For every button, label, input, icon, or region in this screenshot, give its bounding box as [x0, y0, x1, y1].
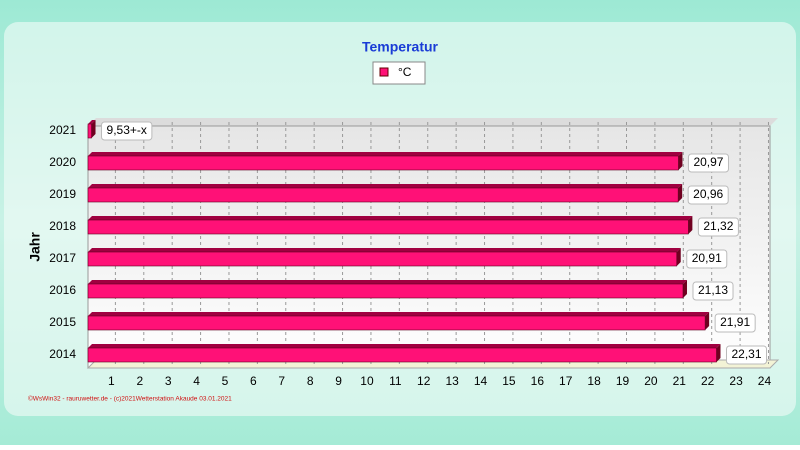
- value-label: 9,53+-x: [107, 123, 147, 137]
- y-tick-label: 2020: [49, 155, 76, 169]
- value-label: 21,13: [698, 283, 728, 297]
- value-label: 21,32: [703, 219, 733, 233]
- x-tick-label: 15: [502, 374, 516, 388]
- bar-depth: [88, 312, 710, 316]
- value-label-box: [686, 249, 728, 269]
- bar: [87, 155, 679, 171]
- x-tick-label: 9: [335, 374, 342, 388]
- x-tick-label: 10: [360, 374, 374, 388]
- value-label-box: [697, 217, 739, 237]
- y-tick-label: 2021: [49, 123, 76, 137]
- x-tick-label: 18: [587, 374, 601, 388]
- y-tick-label: 2019: [49, 187, 76, 201]
- x-tick-label: 11: [389, 374, 402, 388]
- bar-depth: [716, 344, 721, 362]
- bar-depth: [676, 248, 681, 266]
- bar-depth: [88, 184, 683, 188]
- x-tick-label: 6: [250, 374, 257, 388]
- bar: [87, 187, 679, 203]
- x-tick-label: 17: [559, 374, 573, 388]
- value-label-box: [101, 121, 153, 141]
- value-label: 22,31: [731, 347, 761, 361]
- bar-depth: [678, 184, 683, 202]
- legend-swatch: [379, 67, 389, 77]
- bar-depth: [88, 216, 693, 220]
- x-tick-label: 24: [758, 374, 772, 388]
- y-tick-label: 2018: [49, 219, 76, 233]
- bar-depth: [88, 120, 96, 124]
- bar: [87, 123, 92, 139]
- x-tick-label: 2: [136, 374, 143, 388]
- x-tick-label: 5: [222, 374, 229, 388]
- y-tick-label: 2016: [49, 283, 76, 297]
- y-tick-label: 2014: [49, 347, 76, 361]
- bar-depth: [88, 152, 683, 156]
- value-label: 20,96: [693, 187, 723, 201]
- value-label-box: [714, 313, 756, 333]
- x-tick-label: 21: [673, 374, 687, 388]
- bar: [87, 251, 678, 267]
- x-tick-label: 13: [445, 374, 459, 388]
- x-tick-label: 8: [307, 374, 314, 388]
- x-tick-label: 19: [616, 374, 630, 388]
- plot-top: [88, 118, 778, 126]
- bar-depth: [688, 216, 693, 234]
- value-label-box: [687, 185, 729, 205]
- bar-depth: [88, 248, 681, 252]
- x-tick-label: 7: [278, 374, 285, 388]
- value-label-box: [687, 153, 729, 173]
- bar: [87, 347, 717, 363]
- bar-depth: [705, 312, 710, 330]
- bar-depth: [88, 344, 721, 348]
- y-axis-label: Jahr: [27, 232, 43, 262]
- value-label: 20,97: [693, 155, 723, 169]
- x-tick-label: 23: [729, 374, 743, 388]
- x-tick-label: 4: [193, 374, 200, 388]
- legend-label: °C: [398, 65, 412, 79]
- x-tick-label: 20: [644, 374, 658, 388]
- x-tick-label: 14: [474, 374, 488, 388]
- y-tick-label: 2017: [49, 251, 76, 265]
- bar-depth: [91, 120, 96, 138]
- value-label-box: [692, 281, 734, 301]
- bar: [87, 315, 706, 331]
- x-tick-label: 12: [417, 374, 431, 388]
- value-label: 20,91: [692, 251, 722, 265]
- bar-depth: [88, 280, 687, 284]
- value-label: 21,91: [720, 315, 750, 329]
- bar: [87, 283, 684, 299]
- x-tick-label: 16: [531, 374, 545, 388]
- bar: [87, 219, 689, 235]
- x-tick-label: 1: [108, 374, 115, 388]
- bar-depth: [682, 280, 687, 298]
- x-tick-label: 22: [701, 374, 715, 388]
- y-tick-label: 2015: [49, 315, 76, 329]
- chart-title: Temperatur: [362, 39, 439, 55]
- x-tick-label: 3: [165, 374, 172, 388]
- value-label-box: [725, 345, 768, 365]
- footer: ©WsWin32 - rauruwetter.de - (c)2021Wette…: [28, 395, 232, 403]
- bar-depth: [678, 152, 683, 170]
